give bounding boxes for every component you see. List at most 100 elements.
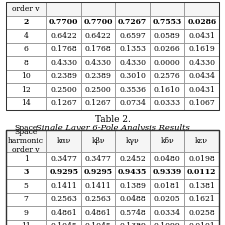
Bar xyxy=(184,193,219,206)
Text: 0.3477: 0.3477 xyxy=(85,155,112,163)
Bar xyxy=(115,157,150,171)
Text: 0.5748: 0.5748 xyxy=(119,209,146,217)
Bar xyxy=(184,130,219,152)
Bar xyxy=(81,43,115,56)
Bar xyxy=(115,130,150,152)
Bar xyxy=(6,43,47,56)
Text: 9: 9 xyxy=(24,209,29,217)
Text: 0.2500: 0.2500 xyxy=(85,86,112,94)
Bar xyxy=(81,211,115,225)
Text: 0.1411: 0.1411 xyxy=(85,182,112,190)
Bar xyxy=(184,144,219,157)
Text: 0.0434: 0.0434 xyxy=(188,72,215,80)
Text: 0.9339: 0.9339 xyxy=(153,160,182,168)
Bar xyxy=(150,70,184,83)
Bar xyxy=(81,152,115,166)
Bar xyxy=(81,144,115,157)
Bar xyxy=(81,171,115,184)
Text: 0.0734: 0.0734 xyxy=(119,99,146,107)
Text: 0.1267: 0.1267 xyxy=(85,99,112,107)
Bar xyxy=(81,206,115,220)
Bar xyxy=(115,83,150,97)
Bar xyxy=(47,83,81,97)
Bar xyxy=(6,70,47,83)
Text: 0.4330: 0.4330 xyxy=(50,59,77,67)
Text: 0.0181: 0.0181 xyxy=(154,173,181,181)
Bar xyxy=(81,184,115,198)
Bar xyxy=(81,29,115,43)
Text: kδν: kδν xyxy=(160,137,174,145)
Bar xyxy=(115,144,150,157)
Bar xyxy=(184,56,219,70)
Text: 0.9435: 0.9435 xyxy=(118,168,147,176)
Text: kαν: kαν xyxy=(57,137,71,145)
Bar xyxy=(115,220,150,225)
Bar xyxy=(184,2,219,16)
Bar xyxy=(47,171,81,184)
Bar xyxy=(6,144,47,157)
Bar xyxy=(150,198,184,211)
Bar xyxy=(150,83,184,97)
Text: 0.9339: 0.9339 xyxy=(153,168,182,176)
Text: kδν: kδν xyxy=(160,133,174,141)
Text: 0.5748: 0.5748 xyxy=(119,200,146,208)
Text: 0.1411: 0.1411 xyxy=(50,182,77,190)
Bar xyxy=(6,171,47,184)
Text: 0.0488: 0.0488 xyxy=(119,187,146,195)
Text: 0.7700: 0.7700 xyxy=(49,18,79,26)
Text: 0.2563: 0.2563 xyxy=(50,195,77,203)
Bar xyxy=(81,83,115,97)
Bar xyxy=(115,43,150,56)
Text: 0.2452: 0.2452 xyxy=(119,146,146,154)
Text: 0.0334: 0.0334 xyxy=(154,209,181,217)
Text: 0.9295: 0.9295 xyxy=(49,168,78,176)
Bar xyxy=(6,152,47,166)
Bar xyxy=(6,206,47,220)
Text: 0.4330: 0.4330 xyxy=(188,59,215,67)
Bar xyxy=(6,220,47,225)
Bar xyxy=(184,206,219,220)
Bar xyxy=(115,211,150,225)
Bar xyxy=(47,144,81,157)
Bar xyxy=(47,16,81,29)
Text: 1: 1 xyxy=(24,155,29,163)
Bar xyxy=(184,184,219,198)
Bar xyxy=(150,144,184,157)
Bar xyxy=(150,157,184,171)
Text: 0.9295: 0.9295 xyxy=(84,168,113,176)
Text: 0.1067: 0.1067 xyxy=(188,99,215,107)
Bar xyxy=(115,152,150,166)
Text: 0.1610: 0.1610 xyxy=(154,86,181,94)
Bar xyxy=(184,198,219,211)
Bar xyxy=(81,179,115,193)
Text: 0.6422: 0.6422 xyxy=(85,32,112,40)
Text: 0.0181: 0.0181 xyxy=(154,182,181,190)
Text: 3: 3 xyxy=(24,160,29,168)
Text: 0.7267: 0.7267 xyxy=(118,18,147,26)
Bar xyxy=(6,97,47,110)
Text: 0.0198: 0.0198 xyxy=(188,146,215,154)
Bar xyxy=(6,166,47,179)
Bar xyxy=(115,29,150,43)
Text: 14: 14 xyxy=(21,99,31,107)
Text: kαν: kαν xyxy=(57,133,71,141)
Bar xyxy=(6,2,47,16)
Text: 0.1045: 0.1045 xyxy=(85,222,112,225)
Bar xyxy=(6,130,47,152)
Bar xyxy=(184,70,219,83)
Bar xyxy=(81,220,115,225)
Bar xyxy=(47,43,81,56)
Bar xyxy=(150,56,184,70)
Bar xyxy=(184,157,219,171)
Text: 0.1099: 0.1099 xyxy=(154,222,181,225)
Text: 0.1267: 0.1267 xyxy=(50,99,77,107)
Bar xyxy=(184,130,219,144)
Text: 7: 7 xyxy=(24,195,29,203)
Text: 0.0101: 0.0101 xyxy=(188,214,215,222)
Bar xyxy=(81,130,115,152)
Text: order v: order v xyxy=(12,5,40,13)
Text: 0.4861: 0.4861 xyxy=(85,200,112,208)
Text: 0.1389: 0.1389 xyxy=(119,173,146,181)
Text: 0.0480: 0.0480 xyxy=(154,155,181,163)
Text: 0.1411: 0.1411 xyxy=(85,173,112,181)
